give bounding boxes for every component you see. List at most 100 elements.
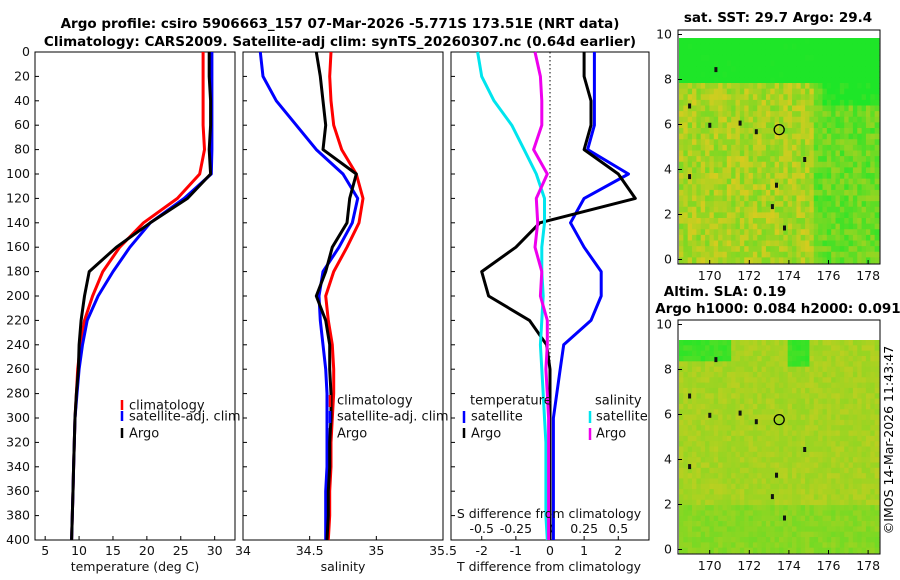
map-cell [865, 361, 871, 368]
map-cell [826, 189, 832, 196]
map-cell [679, 116, 684, 123]
map-cell [831, 77, 836, 84]
legend-label-satellite: satellite-adj. clim [337, 410, 449, 425]
map-cell [787, 43, 793, 50]
map-cell [709, 462, 715, 469]
map-cell [731, 206, 736, 213]
map-cell [818, 387, 823, 394]
map-cell [822, 184, 828, 191]
map-cell [713, 223, 719, 230]
map-cell [809, 49, 815, 56]
map-cell [813, 201, 819, 208]
map-cell [792, 111, 797, 118]
map-cell [822, 49, 828, 56]
map-cell [757, 83, 763, 90]
map-cell [748, 340, 754, 346]
map-cell [692, 382, 697, 389]
map-cell [822, 542, 828, 549]
map-cell [770, 515, 776, 522]
map-cell [779, 510, 784, 517]
map-cell [748, 161, 754, 168]
map-cell [818, 218, 823, 225]
map-cell [735, 128, 741, 135]
map-cell [831, 419, 836, 426]
map-cell [718, 43, 723, 50]
x-tick-label: 35 [368, 543, 384, 558]
map-cell [870, 128, 876, 135]
map-cell [870, 494, 876, 501]
map-cell [692, 189, 697, 196]
map-cell [809, 173, 815, 180]
map-cell [765, 355, 771, 362]
map-cell [848, 499, 854, 506]
map-cell [722, 473, 728, 479]
map-cell [857, 526, 863, 533]
map-cell [822, 382, 828, 389]
map-cell [739, 393, 745, 399]
map-cell [752, 355, 758, 362]
map-cell [796, 382, 802, 389]
map-cell [870, 246, 876, 253]
map-cell [809, 195, 815, 202]
map-cell [774, 139, 780, 146]
map-cell [818, 457, 823, 463]
map-cell [813, 246, 819, 253]
map-cell [700, 366, 706, 373]
map-cell [809, 515, 815, 522]
map-cell [731, 189, 736, 196]
map-cell [705, 212, 710, 219]
map-cell [787, 257, 793, 264]
map-cell [696, 49, 702, 56]
map-cell [809, 206, 815, 213]
map-cell [792, 184, 797, 191]
map-cell [722, 403, 728, 410]
map-cell [865, 419, 871, 426]
map-cell [809, 361, 815, 368]
map-cell [683, 419, 689, 426]
map-cell [679, 240, 684, 247]
map-cell [779, 403, 784, 410]
map-cell [748, 251, 754, 258]
map-cell [744, 350, 749, 357]
map-cell [726, 178, 732, 185]
map-cell [770, 467, 776, 474]
map-cell [718, 467, 723, 474]
map-cell [752, 116, 758, 123]
map-cell [757, 457, 763, 463]
map-cell [809, 350, 815, 357]
map-cell [700, 38, 706, 45]
map-cell [874, 473, 880, 479]
map-cell [800, 88, 806, 95]
map-cell [848, 457, 854, 463]
map-cell [831, 173, 836, 180]
map-cell [765, 521, 771, 527]
map-cell [770, 419, 776, 426]
map-cell [752, 43, 758, 50]
map-cell [718, 173, 723, 180]
map-cell [874, 377, 880, 383]
map-cell [813, 38, 819, 45]
map-cell [813, 257, 819, 264]
map-cell [679, 111, 684, 118]
map-cell [735, 60, 741, 67]
map-cell [687, 345, 693, 352]
map-cell [700, 489, 706, 495]
map-cell [774, 49, 780, 56]
map-cell [852, 71, 858, 78]
map-cell [774, 542, 780, 549]
map-cell [783, 201, 789, 208]
map-cell [692, 494, 697, 501]
map-cell [783, 66, 789, 73]
map-cell [726, 542, 732, 549]
map-cell [722, 366, 728, 373]
map-cell [870, 441, 876, 447]
map-cell [839, 345, 845, 352]
map-cell [709, 178, 715, 185]
map-cell [792, 414, 797, 421]
map-cell [705, 393, 710, 399]
map-cell [705, 54, 710, 61]
map-cell [761, 414, 767, 421]
map-cell [774, 467, 780, 474]
map-cell [752, 435, 758, 442]
map-cell [705, 234, 710, 241]
